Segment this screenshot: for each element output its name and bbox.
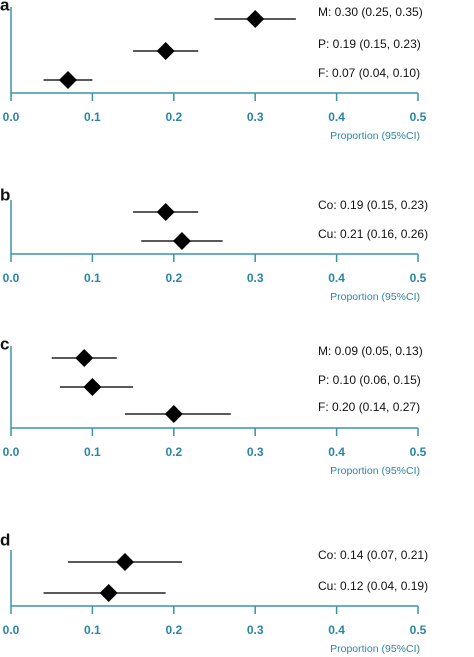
x-tick-label: 0.2 — [165, 445, 182, 459]
x-tick-label: 0.5 — [410, 623, 427, 637]
x-tick-label: 0.0 — [3, 623, 20, 637]
x-tick-label: 0.2 — [165, 623, 182, 637]
panel-label: d — [0, 530, 10, 549]
x-tick-label: 0.5 — [410, 110, 427, 124]
estimate-diamond — [156, 203, 175, 221]
row-label: Co: 0.19 (0.15, 0.23) — [318, 198, 428, 212]
x-tick-label: 0.5 — [410, 445, 427, 459]
panel-label: c — [0, 334, 9, 353]
x-tick-label: 0.1 — [84, 271, 101, 285]
estimate-diamond — [156, 42, 175, 60]
x-axis-label: Proportion (95%CI) — [330, 291, 420, 303]
estimate-diamond — [115, 553, 134, 571]
estimate-diamond — [246, 10, 265, 28]
x-tick-label: 0.3 — [247, 623, 264, 637]
x-axis-label: Proportion (95%CI) — [330, 643, 420, 655]
x-tick-label: 0.5 — [410, 271, 427, 285]
x-tick-label: 0.0 — [3, 445, 20, 459]
x-tick-label: 0.4 — [328, 623, 345, 637]
x-tick-label: 0.4 — [328, 110, 345, 124]
x-tick-label: 0.2 — [165, 110, 182, 124]
row-label: P: 0.19 (0.15, 0.23) — [318, 37, 421, 51]
x-tick-label: 0.1 — [84, 623, 101, 637]
estimate-diamond — [75, 349, 94, 367]
x-tick-label: 0.4 — [328, 271, 345, 285]
x-axis-label: Proportion (95%CI) — [330, 130, 420, 142]
x-tick-label: 0.1 — [84, 110, 101, 124]
x-tick-label: 0.1 — [84, 445, 101, 459]
row-label: Cu: 0.21 (0.16, 0.26) — [318, 227, 428, 241]
estimate-diamond — [99, 584, 118, 602]
x-tick-label: 0.0 — [3, 110, 20, 124]
estimate-diamond — [164, 405, 183, 423]
x-tick-label: 0.2 — [165, 271, 182, 285]
x-tick-label: 0.0 — [3, 271, 20, 285]
x-tick-label: 0.4 — [328, 445, 345, 459]
row-label: Co: 0.14 (0.07, 0.21) — [318, 548, 428, 562]
estimate-diamond — [58, 71, 77, 89]
x-tick-label: 0.3 — [247, 271, 264, 285]
estimate-diamond — [172, 232, 191, 250]
row-label: P: 0.10 (0.06, 0.15) — [318, 373, 421, 387]
x-tick-label: 0.3 — [247, 110, 264, 124]
x-axis-label: Proportion (95%CI) — [330, 465, 420, 477]
row-label: Cu: 0.12 (0.04, 0.19) — [318, 579, 428, 593]
row-label: M: 0.09 (0.05, 0.13) — [318, 344, 423, 358]
panel-label: a — [0, 0, 10, 14]
panel-label: b — [0, 185, 10, 204]
row-label: M: 0.30 (0.25, 0.35) — [318, 5, 423, 19]
estimate-diamond — [83, 378, 102, 396]
row-label: F: 0.07 (0.04, 0.10) — [318, 66, 420, 80]
x-tick-label: 0.3 — [247, 445, 264, 459]
row-label: F: 0.20 (0.14, 0.27) — [318, 400, 420, 414]
